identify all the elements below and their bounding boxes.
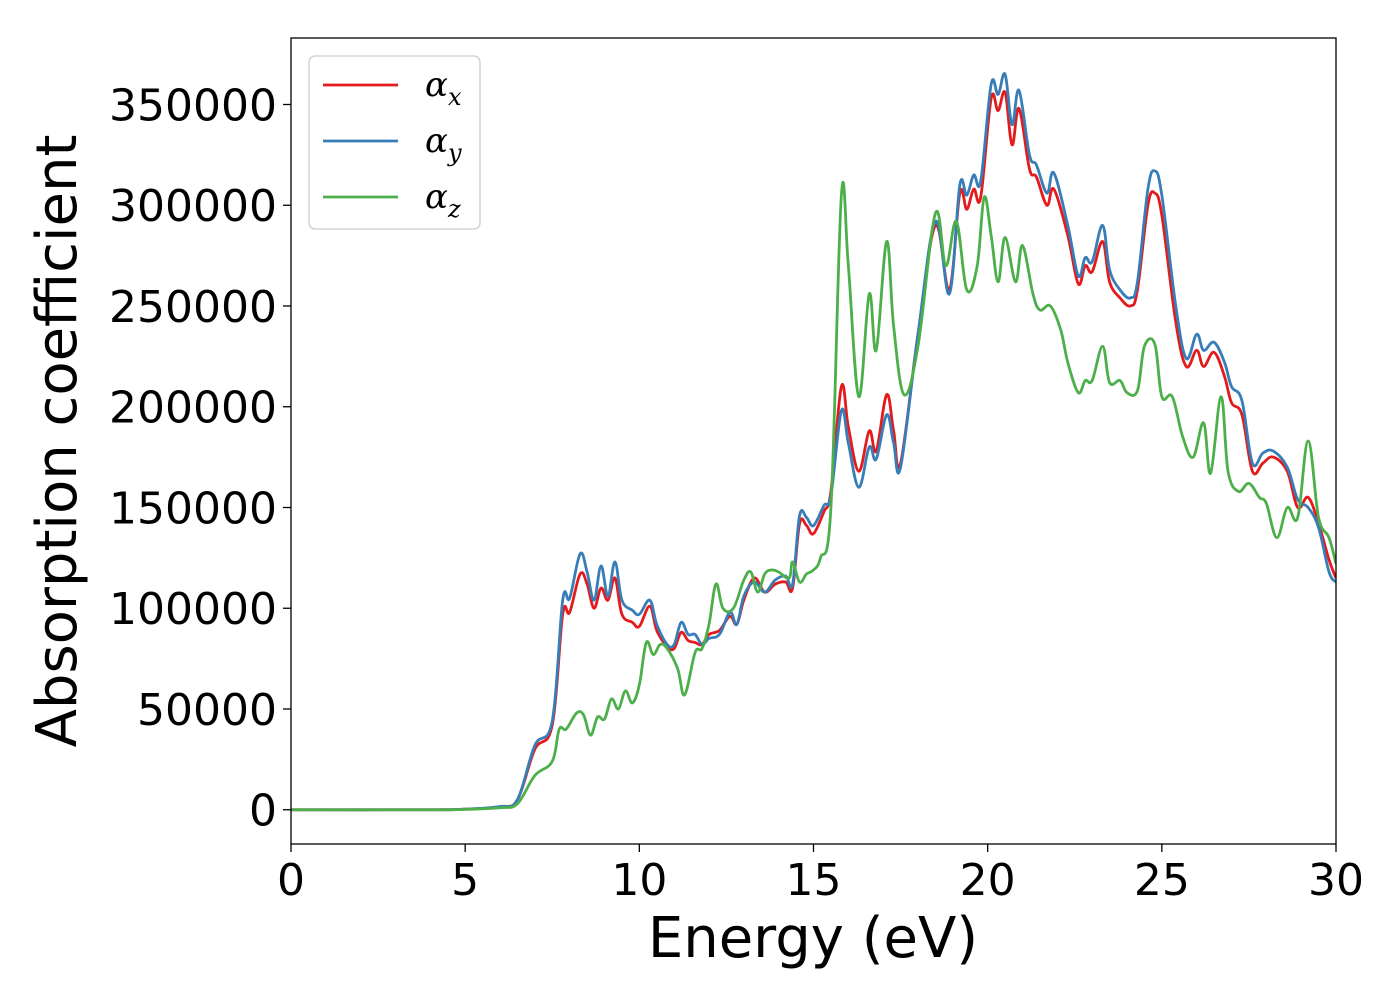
y-tick-label: 50000	[137, 685, 277, 736]
series-line-x	[291, 89, 1336, 812]
y-axis-ticks: 0 50000 100000 150000 200000 250000 300000 3500…	[109, 80, 291, 837]
x-tick-label: 25	[1134, 855, 1190, 906]
series-layer	[291, 72, 1336, 812]
x-tick-label: 10	[611, 855, 667, 906]
y-tick-label: 0	[249, 786, 277, 837]
x-axis-ticks: 0 5 10 15 20 25 30	[277, 844, 1364, 906]
series-line-z	[291, 181, 1336, 812]
x-tick-label: 0	[277, 855, 305, 906]
y-tick-label: 350000	[109, 80, 277, 131]
legend-label-x: αx	[425, 65, 462, 111]
y-tick-label: 150000	[109, 483, 277, 534]
legend-label-y: αy	[425, 121, 462, 167]
y-tick-label: 250000	[109, 282, 277, 333]
y-axis-label: Absorption coefficient	[25, 135, 90, 748]
series-line-y	[291, 72, 1336, 812]
y-tick-label: 100000	[109, 584, 277, 635]
x-axis-label: Energy (eV)	[648, 906, 978, 971]
x-tick-label: 20	[960, 855, 1016, 906]
x-tick-label: 5	[451, 855, 479, 906]
x-tick-label: 30	[1308, 855, 1364, 906]
legend-label-z: αz	[425, 177, 461, 223]
x-tick-label: 15	[786, 855, 842, 906]
y-tick-label: 200000	[109, 383, 277, 434]
legend-box	[308, 55, 481, 230]
y-tick-label: 300000	[109, 181, 277, 232]
legend: αx αy αz	[308, 55, 481, 230]
